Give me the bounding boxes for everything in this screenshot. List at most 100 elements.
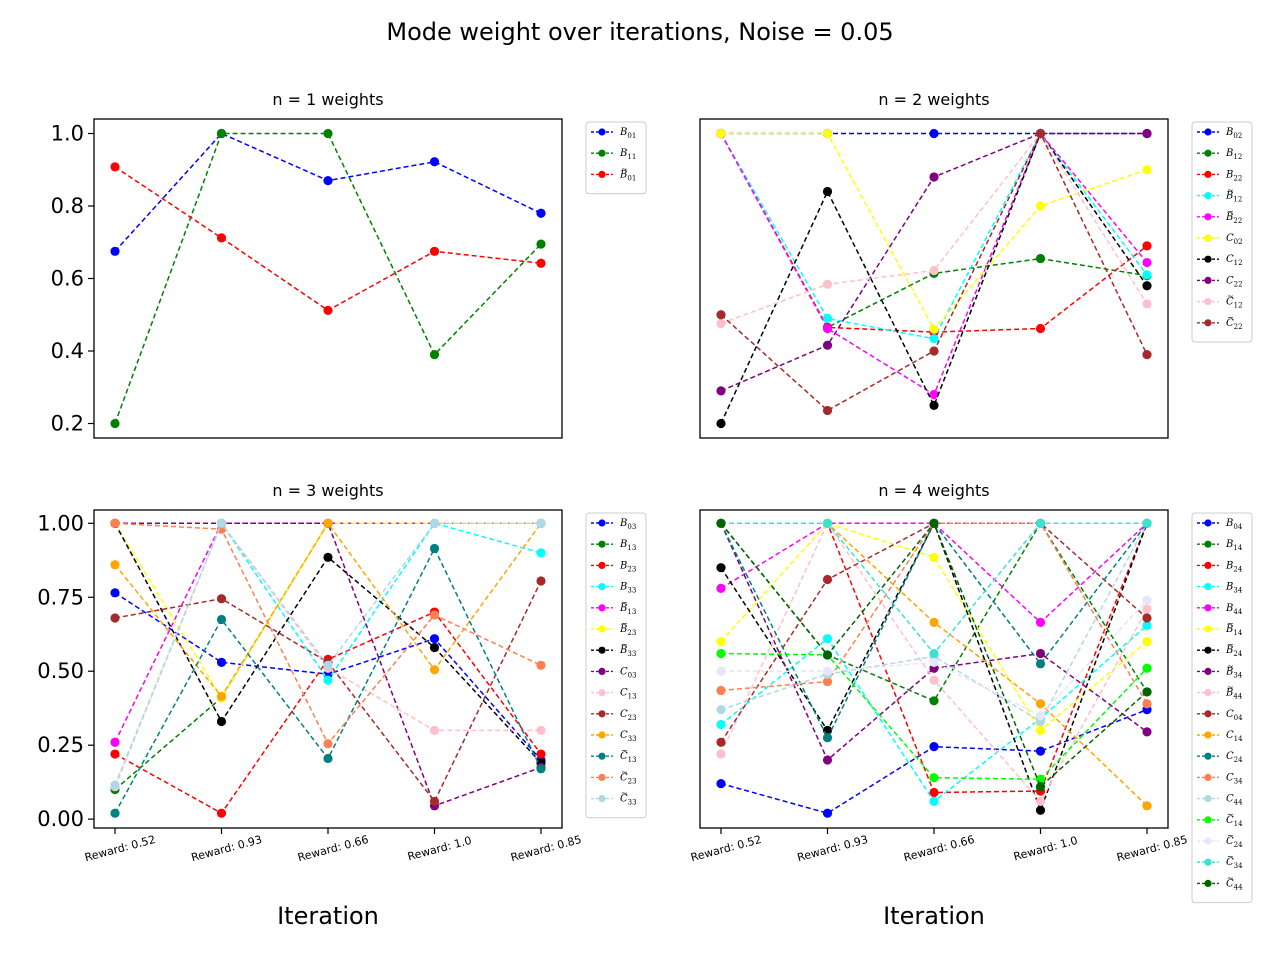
legend-marker	[598, 710, 606, 718]
legend-box	[585, 512, 647, 819]
data-point	[716, 685, 726, 696]
data-point	[536, 576, 546, 586]
data-point	[216, 691, 227, 701]
data-point	[323, 675, 333, 685]
legend-marker	[1204, 149, 1212, 157]
data-point	[1035, 746, 1046, 756]
data-point	[110, 808, 120, 818]
axes-frame	[699, 118, 1169, 439]
data-point	[323, 128, 333, 139]
legend-marker	[1204, 795, 1212, 803]
data-point	[429, 246, 440, 256]
data-point	[110, 162, 120, 172]
data-point	[536, 548, 546, 558]
data-point	[929, 265, 939, 276]
data-point	[110, 780, 120, 790]
legend-box	[585, 121, 647, 195]
legend-entry: B22~	[1197, 207, 1242, 225]
series-c33	[110, 518, 546, 701]
data-point	[323, 753, 333, 764]
data-point	[716, 737, 726, 747]
legend-entry: C04	[1197, 709, 1243, 722]
data-point	[536, 258, 546, 268]
data-point	[323, 176, 333, 186]
legend-tilde: ~	[621, 619, 628, 628]
data-point	[929, 796, 939, 806]
data-point	[929, 617, 939, 628]
data-point	[1142, 299, 1152, 309]
legend-marker	[1204, 128, 1212, 136]
data-point	[1142, 350, 1152, 360]
data-point	[1142, 241, 1152, 251]
y-tick-label: 0.2	[51, 412, 84, 436]
data-point	[536, 660, 546, 670]
data-point	[1142, 128, 1152, 139]
data-point	[1035, 805, 1046, 815]
series-b-tilde01	[110, 162, 546, 315]
data-point	[929, 518, 939, 528]
data-point	[429, 642, 440, 653]
legend-tilde: ~	[621, 746, 628, 755]
data-point	[716, 418, 726, 429]
data-point	[1035, 253, 1046, 264]
data-point	[822, 634, 833, 644]
data-point	[216, 594, 227, 604]
data-point	[1142, 801, 1152, 811]
subplot-title: n = 2 weights	[878, 90, 989, 109]
legend-marker	[1204, 816, 1212, 824]
legend-tilde: ~	[1227, 313, 1234, 322]
legend-marker	[1204, 646, 1212, 654]
data-point	[716, 518, 726, 528]
data-point	[716, 666, 726, 676]
data-point	[1142, 257, 1152, 268]
data-point	[429, 518, 440, 528]
data-point	[429, 610, 440, 620]
legend-entry: C02	[1197, 233, 1243, 246]
data-point	[1142, 613, 1152, 623]
data-point	[1035, 699, 1046, 709]
legend-tilde: ~	[1227, 619, 1234, 628]
data-point	[323, 552, 333, 562]
data-point	[716, 310, 726, 320]
data-point	[1035, 710, 1046, 721]
data-point	[716, 637, 726, 647]
legend-marker	[598, 667, 606, 676]
data-point	[929, 346, 939, 356]
data-point	[536, 208, 546, 218]
legend-marker	[598, 149, 606, 157]
legend-marker	[1204, 752, 1212, 760]
legend-marker	[598, 583, 606, 591]
subplot-title: n = 4 weights	[878, 481, 989, 500]
data-point	[822, 405, 833, 416]
data-point	[216, 128, 227, 139]
data-point	[929, 696, 939, 706]
legend-marker	[1204, 319, 1212, 327]
series-line	[720, 522, 1148, 624]
data-point	[429, 725, 440, 735]
series-line	[720, 521, 1148, 740]
x-axis-label: Iteration	[277, 902, 379, 930]
series-line	[720, 652, 1148, 780]
legend-tilde: ~	[1227, 683, 1234, 692]
data-point	[822, 808, 833, 818]
data-point	[1142, 663, 1152, 673]
legend-marker	[598, 540, 606, 548]
data-point	[822, 323, 833, 334]
data-point	[536, 764, 546, 774]
data-point	[822, 733, 833, 743]
data-point	[216, 233, 227, 243]
data-point	[323, 518, 333, 528]
data-point	[536, 749, 546, 759]
data-point	[822, 186, 833, 197]
legend-marker	[1204, 298, 1212, 306]
y-tick-label: 0.00	[37, 807, 84, 831]
legend-tilde: ~	[1227, 207, 1234, 216]
legend-marker	[598, 561, 606, 570]
data-point	[110, 418, 120, 429]
series-c-tilde13	[110, 543, 546, 818]
data-point	[323, 739, 333, 749]
data-point	[716, 563, 726, 573]
data-point	[929, 334, 939, 344]
